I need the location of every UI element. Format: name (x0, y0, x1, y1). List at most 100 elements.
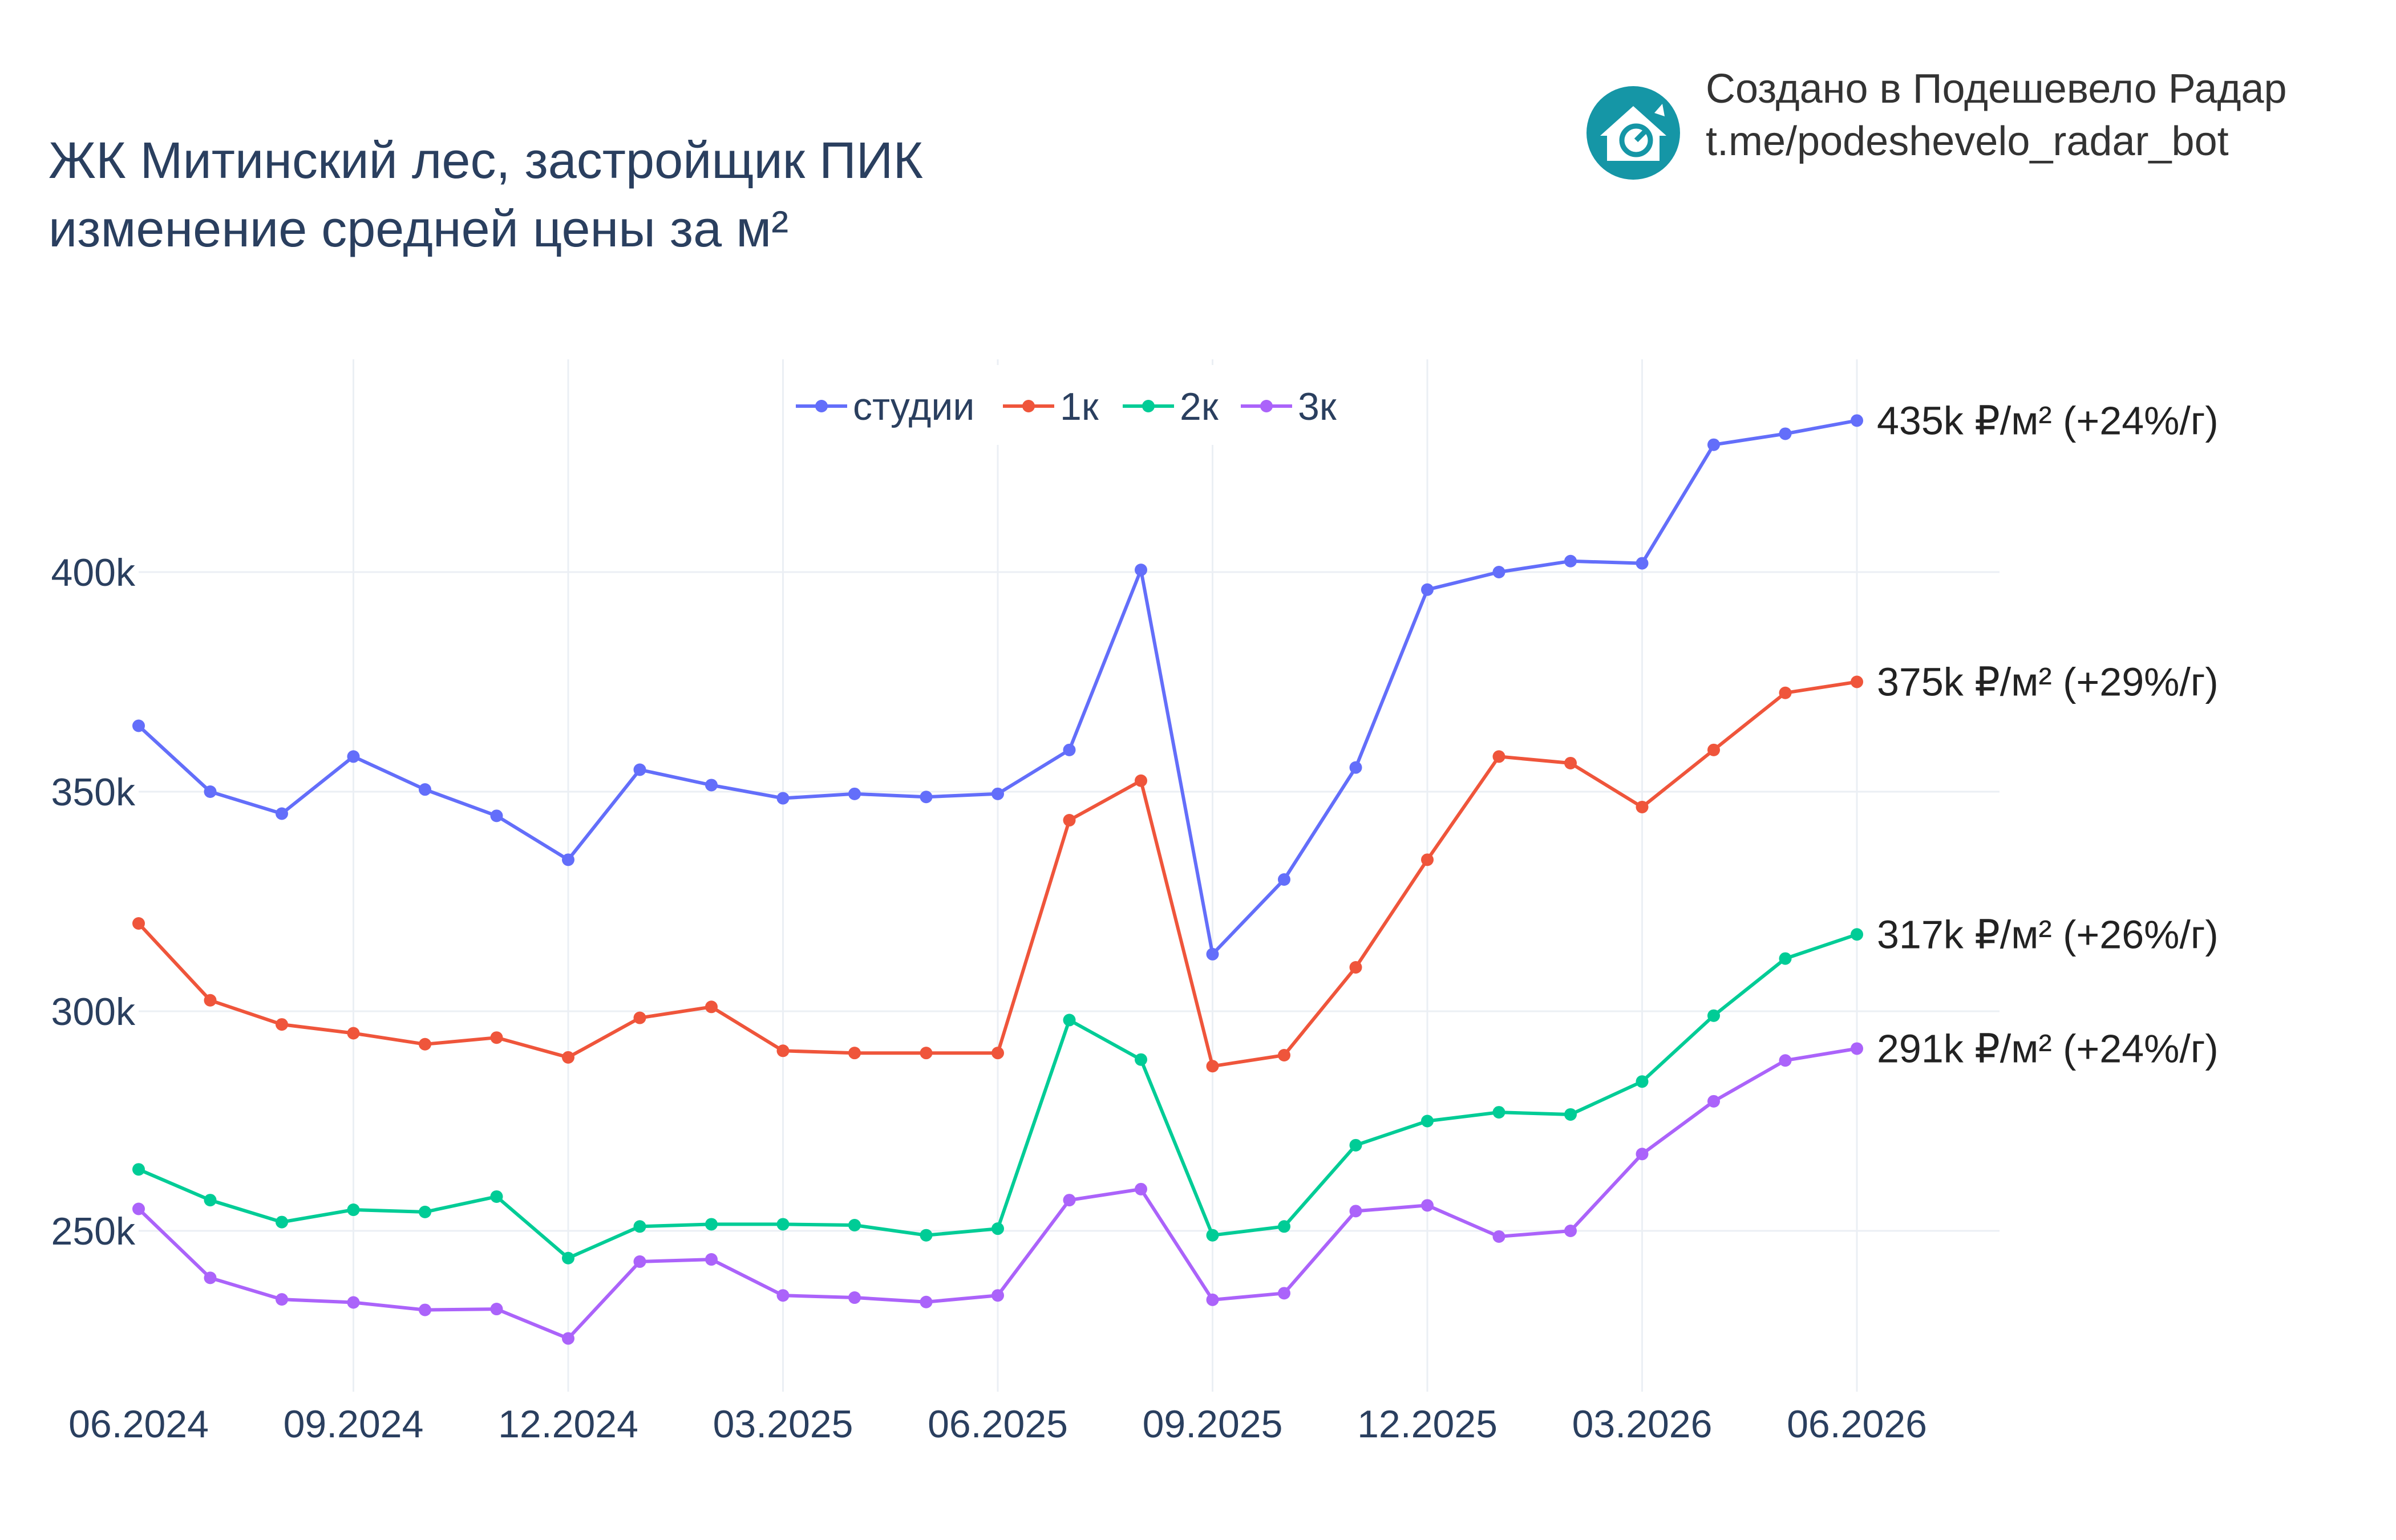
data-point (276, 807, 288, 820)
x-tick-label: 12.2025 (1357, 1403, 1498, 1446)
data-point (776, 792, 790, 805)
data-point (347, 1296, 360, 1309)
x-tick-label: 06.2025 (928, 1403, 1068, 1446)
data-point (1063, 1194, 1076, 1207)
credit-line-1: Создано в Подешевело Радар (1706, 66, 2287, 112)
data-point (705, 1218, 718, 1231)
x-tick-label: 06.2024 (68, 1403, 209, 1446)
data-point (1636, 1075, 1649, 1088)
legend-swatch-marker (1022, 400, 1035, 412)
data-point (1492, 1106, 1505, 1119)
data-point (1206, 1293, 1219, 1306)
end-label: 435k ₽/м² (+24%/г) (1877, 398, 2219, 443)
data-point (276, 1215, 288, 1229)
data-point (1135, 774, 1147, 787)
y-tick-label: 350k (51, 771, 136, 814)
data-point (1135, 1053, 1147, 1066)
data-point (633, 1011, 646, 1024)
data-point (920, 791, 933, 804)
data-point (1421, 583, 1434, 596)
data-point (1421, 1199, 1434, 1212)
data-point (1492, 1230, 1505, 1243)
data-point (562, 1332, 574, 1345)
data-point (991, 1289, 1004, 1302)
data-point (1206, 947, 1219, 961)
series-2 (132, 675, 1863, 1073)
data-point (490, 1190, 503, 1203)
end-labels: 435k ₽/м² (+24%/г) 375k ₽/м² (+29%/г) 317k… (1877, 398, 2219, 1071)
data-point (204, 1271, 217, 1284)
data-point (347, 1027, 360, 1040)
data-point (705, 779, 718, 792)
x-tick-label: 09.2024 (284, 1403, 424, 1446)
chart-title: ЖК Митинский лес, застройщик ПИК изменен… (48, 132, 923, 258)
data-point (419, 1303, 431, 1316)
data-point (1779, 427, 1792, 440)
data-point (848, 787, 861, 800)
data-point (920, 1229, 933, 1242)
x-axis: 06.2024 09.2024 12.2024 03.2025 06.2025 09.20… (68, 1403, 1927, 1446)
data-point (1206, 1060, 1219, 1073)
data-point (1492, 750, 1505, 763)
data-point (490, 1031, 503, 1044)
x-tick-label: 03.2025 (713, 1403, 853, 1446)
data-point (204, 785, 217, 798)
data-point (204, 994, 217, 1007)
data-point (1206, 1229, 1219, 1242)
data-point (1349, 761, 1362, 774)
data-point (1779, 1054, 1792, 1067)
legend-item: студии (796, 385, 974, 428)
data-point (776, 1044, 790, 1057)
data-point (991, 1047, 1004, 1060)
data-point (419, 1205, 431, 1218)
series-lines (132, 414, 1863, 1345)
legend-item: 2к (1123, 385, 1219, 428)
data-point (562, 853, 574, 866)
data-point (1564, 554, 1577, 568)
data-point (204, 1194, 217, 1207)
legend-swatch-marker (1260, 400, 1273, 412)
x-tick-label: 03.2026 (1572, 1403, 1713, 1446)
house-price-down-icon (1586, 86, 1680, 180)
data-point (490, 1303, 503, 1316)
data-point (1278, 1049, 1290, 1061)
data-point (1349, 961, 1362, 974)
data-point (633, 1220, 646, 1233)
data-point (1779, 686, 1792, 699)
data-point (1779, 952, 1792, 965)
x-tick-label: 12.2024 (498, 1403, 638, 1446)
data-point (1349, 1138, 1362, 1152)
data-point (276, 1018, 288, 1031)
data-point (1063, 1014, 1076, 1027)
data-point (419, 783, 431, 796)
data-point (920, 1295, 933, 1308)
data-point (1851, 1042, 1863, 1055)
x-tick-label: 06.2026 (1787, 1403, 1927, 1446)
legend-item: 1к (1003, 385, 1099, 428)
x-tick-label: 09.2025 (1143, 1403, 1283, 1446)
chart-title-line-1: ЖК Митинский лес, застройщик ПИК (48, 132, 923, 189)
y-tick-label: 300k (51, 990, 136, 1034)
credit-line-2: t.me/podeshevelo_radar_bot (1706, 119, 2229, 164)
data-point (1636, 557, 1649, 570)
data-point (776, 1289, 790, 1302)
legend-swatch-marker (1142, 400, 1155, 412)
data-point (1564, 1108, 1577, 1121)
data-point (347, 1203, 360, 1217)
data-point (1636, 1148, 1649, 1161)
series-1 (132, 414, 1863, 961)
data-point (705, 1253, 718, 1266)
legend: студии 1к 2к 3к (784, 365, 1355, 445)
data-point (1349, 1205, 1362, 1218)
data-point (347, 750, 360, 763)
data-point (1492, 566, 1505, 578)
data-point (1851, 675, 1863, 688)
data-point (1851, 928, 1863, 941)
data-point (848, 1218, 861, 1231)
y-gridlines (139, 571, 2000, 1232)
data-point (1707, 1009, 1720, 1022)
data-point (132, 917, 145, 930)
data-point (1135, 564, 1147, 577)
data-point (705, 1000, 718, 1014)
